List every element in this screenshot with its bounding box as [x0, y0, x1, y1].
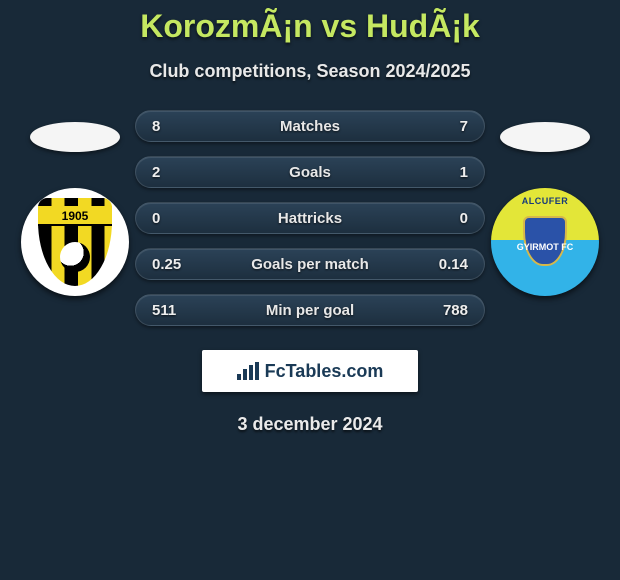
page-title: KorozmÃ¡n vs HudÃ¡k: [0, 8, 620, 45]
stat-label: Min per goal: [136, 302, 484, 319]
infographic-root: KorozmÃ¡n vs HudÃ¡k Club competitions, S…: [0, 0, 620, 580]
stat-row-min-per-goal: 511 Min per goal 788: [135, 294, 485, 326]
left-badge-year: 1905: [38, 206, 112, 226]
right-badge-text-top: ALCUFER: [491, 196, 599, 206]
subtitle: Club competitions, Season 2024/2025: [0, 61, 620, 82]
left-column: 1905: [15, 110, 135, 296]
right-badge-shield: [523, 216, 567, 266]
stat-row-goals: 2 Goals 1: [135, 156, 485, 188]
stat-label: Goals: [136, 164, 484, 181]
stat-label: Matches: [136, 118, 484, 135]
right-club-badge: ALCUFER GYIRMOT FC: [491, 188, 599, 296]
stat-label: Goals per match: [136, 256, 484, 273]
compare-area: 1905 8 Matches 7 2 Goals 1 0 Hattricks 0: [0, 110, 620, 326]
left-badge-shield: 1905: [38, 198, 112, 286]
left-nationality-oval: [30, 122, 120, 152]
right-badge-text-mid: GYIRMOT FC: [491, 242, 599, 252]
source-logo: FcTables.com: [202, 350, 418, 392]
soccer-ball-icon: [60, 242, 90, 272]
bar-chart-icon: [237, 362, 259, 380]
stat-row-matches: 8 Matches 7: [135, 110, 485, 142]
right-nationality-oval: [500, 122, 590, 152]
left-club-badge: 1905: [21, 188, 129, 296]
source-logo-text: FcTables.com: [265, 361, 384, 382]
footer-date: 3 december 2024: [0, 414, 620, 435]
stat-label: Hattricks: [136, 210, 484, 227]
stat-row-goals-per-match: 0.25 Goals per match 0.14: [135, 248, 485, 280]
right-column: ALCUFER GYIRMOT FC: [485, 110, 605, 296]
stat-row-hattricks: 0 Hattricks 0: [135, 202, 485, 234]
stat-rows: 8 Matches 7 2 Goals 1 0 Hattricks 0 0.25…: [135, 110, 485, 326]
